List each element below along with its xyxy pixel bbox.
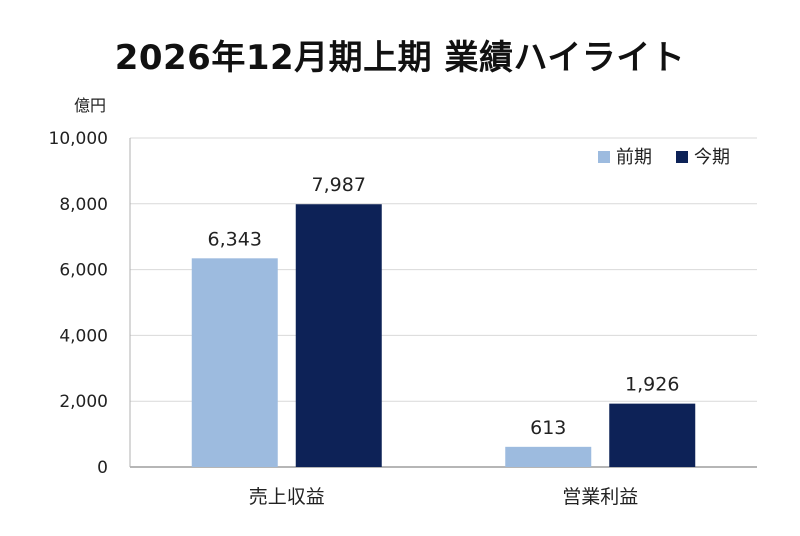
legend-label: 前期: [616, 147, 652, 168]
y-axis-unit-label: 億円: [74, 96, 106, 115]
data-label: 6,343: [208, 228, 262, 250]
data-label: 613: [530, 417, 566, 439]
bar-current-0: [295, 204, 382, 467]
bar-previous-1: [505, 446, 592, 467]
y-tick-label: 8,000: [59, 195, 108, 215]
legend: 前期 今期: [598, 147, 730, 168]
legend-swatch: [598, 151, 610, 163]
category-label: 売上収益: [249, 486, 325, 508]
chart-title: 2026年12月期上期 業績ハイライト: [114, 38, 686, 78]
y-tick-label: 10,000: [49, 129, 108, 149]
bar-previous-0: [191, 258, 278, 467]
y-tick-label: 4,000: [59, 326, 108, 346]
y-tick-label: 2,000: [59, 392, 108, 412]
bars: [191, 204, 696, 467]
y-tick-label: 0: [97, 458, 108, 478]
data-label: 7,987: [312, 174, 366, 196]
data-label: 1,926: [625, 374, 679, 396]
labels: 0 2,000 4,000 6,000 8,000 10,000 億円 6,343 7,987 売…: [49, 96, 680, 508]
legend-label: 今期: [694, 147, 730, 168]
y-tick-label: 6,000: [59, 261, 108, 281]
category-label: 営業利益: [562, 486, 638, 508]
bar-current-1: [609, 403, 696, 467]
legend-swatch: [676, 151, 688, 163]
